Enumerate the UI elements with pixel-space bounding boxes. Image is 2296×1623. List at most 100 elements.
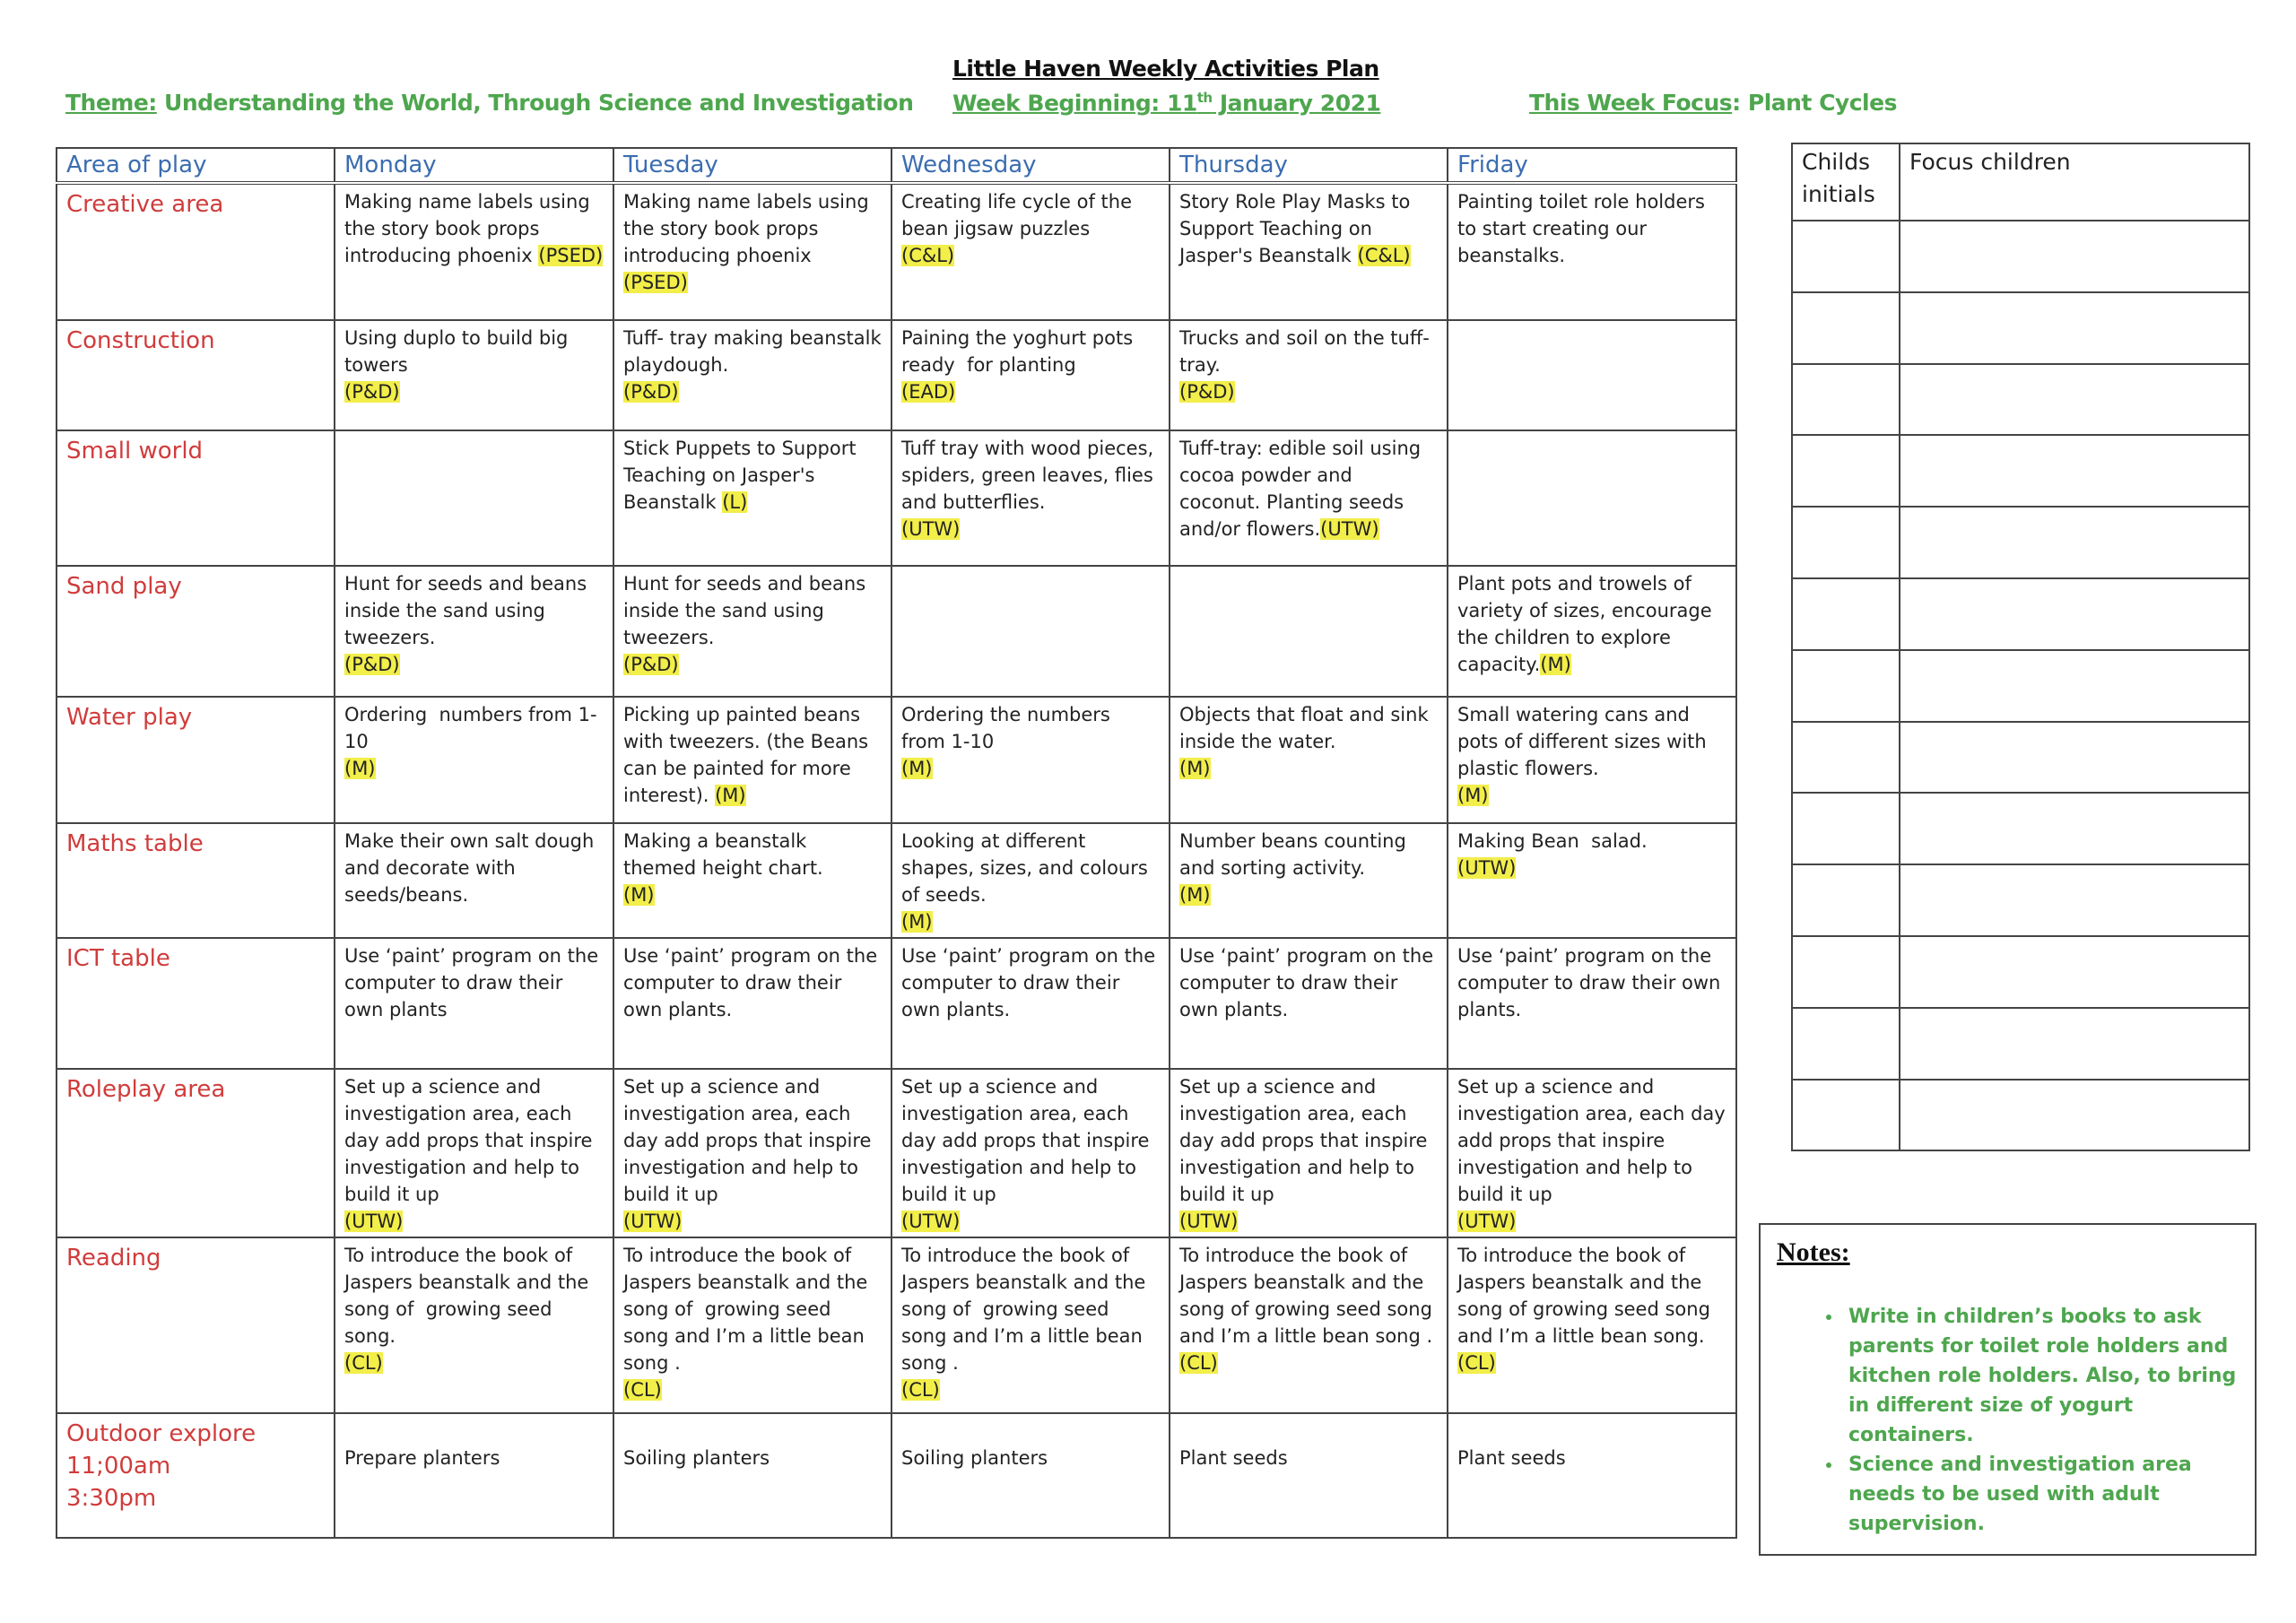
- focus-children-cell[interactable]: [1899, 934, 2250, 1009]
- focus-row: [1791, 291, 2250, 365]
- focus-children-table: Childs initials Focus children: [1791, 143, 2250, 1152]
- initials-cell[interactable]: [1791, 220, 1900, 293]
- learning-area-tag: (M): [715, 785, 746, 806]
- focus-children-cell[interactable]: [1899, 577, 2250, 651]
- activity-text: Hunt for seeds and beans inside the sand…: [344, 573, 587, 648]
- focus-children-cell[interactable]: [1899, 506, 2250, 579]
- activity-cell: Hunt for seeds and beans inside the sand…: [613, 565, 892, 698]
- learning-area-tag: (P&D): [623, 381, 679, 403]
- activity-text: Making a beanstalk themed height chart.: [623, 830, 823, 879]
- activity-cell: Making name labels using the story book …: [613, 182, 892, 321]
- focus-children-cell[interactable]: [1899, 362, 2250, 437]
- activity-cell: Objects that float and sink inside the w…: [1169, 696, 1448, 824]
- activity-cell: Using duplo to build big towers (P&D): [334, 319, 614, 431]
- activity-cell: To introduce the book of Jaspers beansta…: [334, 1237, 614, 1414]
- learning-area-tag: (P&D): [344, 381, 400, 403]
- area-of-play: Roleplay area: [56, 1068, 335, 1238]
- initials-cell[interactable]: [1791, 434, 1900, 508]
- activity-cell: Tuff-tray: edible soil using cocoa powde…: [1169, 430, 1448, 567]
- activity-cell: Use ‘paint’ program on the computer to d…: [334, 937, 614, 1070]
- activity-text: Use ‘paint’ program on the computer to d…: [901, 945, 1161, 1020]
- learning-area-tag: (PSED): [538, 245, 604, 266]
- focus-children-cell[interactable]: [1899, 291, 2250, 365]
- focus-children-cell[interactable]: [1899, 1078, 2250, 1152]
- column-header-wednesday: Wednesday: [891, 147, 1170, 185]
- learning-area-tag: (M): [623, 884, 655, 906]
- notes-box: Notes: Write in children’s books to ask …: [1759, 1223, 2257, 1556]
- activity-cell: [1447, 319, 1737, 431]
- activity-cell: Ordering the numbers from 1-10 (M): [891, 696, 1170, 824]
- focus-label: This Week Focus: [1529, 90, 1733, 116]
- activity-cell: Making a beanstalk themed height chart. …: [613, 822, 892, 939]
- table-row: Maths table Make their own salt dough and…: [56, 822, 1737, 939]
- activity-cell: Stick Puppets to Support Teaching on Jas…: [613, 430, 892, 567]
- table-row: Small world Stick Puppets to Support Teac…: [56, 430, 1737, 567]
- table-row: Reading To introduce the book of Jaspers …: [56, 1237, 1737, 1414]
- activity-cell: [891, 565, 1170, 698]
- activity-cell: Make their own salt dough and decorate w…: [334, 822, 614, 939]
- activity-text: Tuff tray with wood pieces, spiders, gre…: [901, 438, 1154, 513]
- activity-cell: Set up a science and investigation area,…: [613, 1068, 892, 1238]
- initials-cell[interactable]: [1791, 648, 1900, 723]
- activity-cell: Looking at different shapes, sizes, and …: [891, 822, 1170, 939]
- learning-area-tag: (P&D): [344, 654, 400, 675]
- learning-area-tag: (UTW): [1320, 518, 1379, 540]
- focus-row: [1791, 792, 2250, 866]
- activity-text: Hunt for seeds and beans inside the sand…: [623, 573, 866, 648]
- focus-children-cell[interactable]: [1899, 220, 2250, 293]
- focus-children-cell[interactable]: [1899, 434, 2250, 508]
- initials-cell[interactable]: [1791, 1006, 1900, 1081]
- learning-area-tag: (M): [901, 758, 933, 779]
- area-of-play: Outdoor explore 11;00am 3:30pm: [56, 1412, 335, 1539]
- activity-text: Small watering cans and pots of differen…: [1457, 704, 1707, 779]
- initials-cell[interactable]: [1791, 792, 1900, 866]
- initials-cell[interactable]: [1791, 720, 1900, 794]
- activity-cell: Use ‘paint’ program on the computer to d…: [1447, 937, 1737, 1070]
- area-of-play: Small world: [56, 430, 335, 567]
- learning-area-tag: (M): [1457, 785, 1489, 806]
- initials-cell[interactable]: [1791, 291, 1900, 365]
- initials-cell[interactable]: [1791, 934, 1900, 1009]
- week-sup: th: [1196, 90, 1213, 106]
- area-of-play: ICT table: [56, 937, 335, 1070]
- focus-children-cell[interactable]: [1899, 1006, 2250, 1081]
- initials-cell[interactable]: [1791, 506, 1900, 579]
- activity-text: Use ‘paint’ program on the computer to d…: [623, 945, 883, 1020]
- focus-children-cell[interactable]: [1899, 648, 2250, 723]
- activity-text: Use ‘paint’ program on the computer to d…: [1179, 945, 1439, 1020]
- activity-cell: To introduce the book of Jaspers beansta…: [1169, 1237, 1448, 1414]
- activity-cell: Story Role Play Masks to Support Teachin…: [1169, 182, 1448, 321]
- activity-cell: Trucks and soil on the tuff-tray. (P&D): [1169, 319, 1448, 431]
- learning-area-tag: (M): [901, 911, 933, 933]
- table-row: Creative area Making name labels using th…: [56, 182, 1737, 321]
- activity-cell: [334, 430, 614, 567]
- theme-label: Theme:: [65, 90, 157, 116]
- initials-cell[interactable]: [1791, 362, 1900, 437]
- column-header-friday: Friday: [1447, 147, 1737, 185]
- activity-cell: Hunt for seeds and beans inside the sand…: [334, 565, 614, 698]
- focus-children-cell[interactable]: [1899, 864, 2250, 937]
- initials-cell[interactable]: [1791, 577, 1900, 651]
- learning-area-tag: (P&D): [623, 654, 679, 675]
- learning-area-tag: (M): [1179, 884, 1211, 906]
- activity-text: Use ‘paint’ program on the computer to d…: [344, 945, 604, 1020]
- page-title: Little Haven Weekly Activities Plan: [952, 56, 1379, 82]
- learning-area-tag: (L): [722, 491, 748, 513]
- focus-children-cell[interactable]: [1899, 792, 2250, 866]
- focus-children-cell[interactable]: [1899, 720, 2250, 794]
- activity-cell: Set up a science and investigation area,…: [334, 1068, 614, 1238]
- focus-row: [1791, 1078, 2250, 1152]
- activity-text: Soiling planters: [901, 1447, 1048, 1469]
- learning-area-tag: (UTW): [623, 1211, 683, 1232]
- activity-text: Making name labels using the story book …: [344, 191, 596, 266]
- learning-area-tag: (UTW): [344, 1211, 404, 1232]
- activity-text: Stick Puppets to Support Teaching on Jas…: [623, 438, 863, 513]
- initials-cell[interactable]: [1791, 1078, 1900, 1152]
- table-row: Sand play Hunt for seeds and beans inside…: [56, 565, 1737, 698]
- activity-cell: Ordering numbers from 1-10 (M): [334, 696, 614, 824]
- learning-area-tag: (UTW): [1457, 857, 1517, 879]
- activity-text: Creating life cycle of the bean jigsaw p…: [901, 191, 1132, 239]
- activity-text: Picking up painted beans with tweezers. …: [623, 704, 874, 806]
- initials-cell[interactable]: [1791, 864, 1900, 937]
- focus-row: [1791, 220, 2250, 293]
